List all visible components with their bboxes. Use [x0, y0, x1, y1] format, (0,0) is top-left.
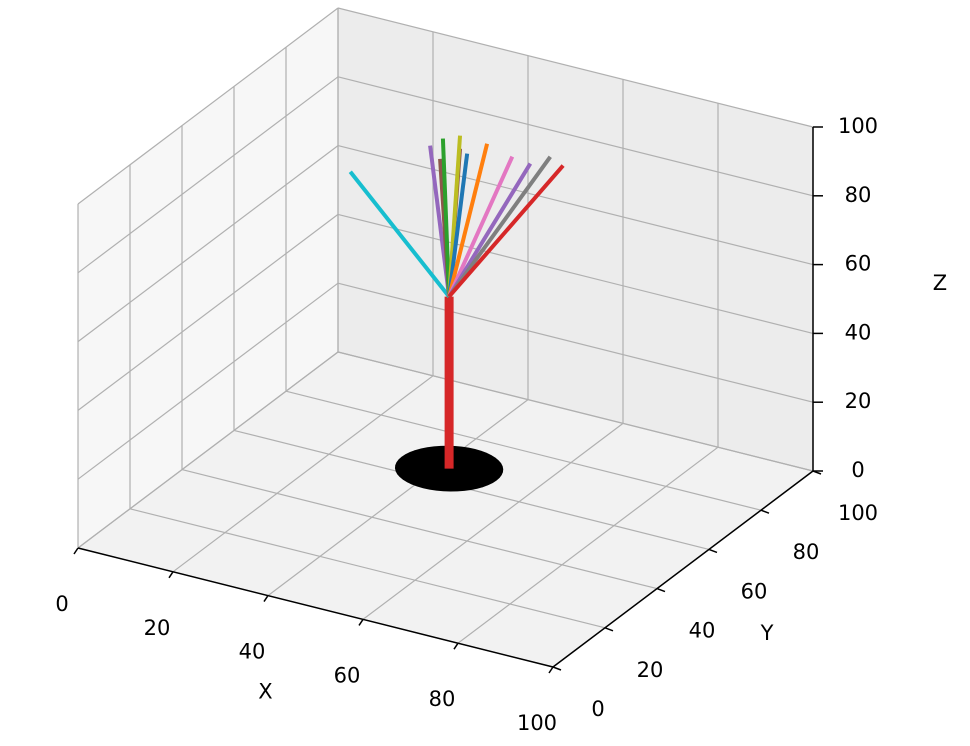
y-tick-label: 0 [591, 697, 604, 721]
z-tick-label: 0 [851, 458, 864, 482]
tick-mark [604, 627, 614, 632]
x-tick-label: 60 [334, 663, 361, 687]
grid-line [129, 508, 606, 629]
y-tick-label: 40 [689, 619, 716, 643]
y-tick-label: 20 [637, 658, 664, 682]
tick-mark [358, 618, 364, 626]
y-tick-label: 60 [741, 579, 768, 603]
z-tick-label: 100 [838, 114, 878, 138]
y-tick-label: 80 [793, 540, 820, 564]
grid-line [337, 145, 814, 266]
tick-mark [708, 548, 718, 554]
x-axis [77, 547, 554, 668]
branch-line [348, 170, 451, 298]
tick-mark [263, 595, 269, 603]
grid-line [77, 351, 339, 549]
grid-line [77, 213, 339, 411]
branch-line [447, 143, 490, 298]
y-axis-label: Y [760, 621, 774, 645]
grid-line [233, 429, 710, 550]
grid-line [337, 282, 814, 403]
branch-line [440, 138, 452, 297]
grid-line [337, 7, 814, 128]
branch-line [447, 153, 470, 297]
grid-line [337, 351, 814, 472]
z-tick-label: 80 [845, 183, 872, 207]
z-tick-label: 20 [845, 389, 872, 413]
y-axis [552, 470, 814, 668]
grid-line [267, 399, 529, 597]
grid-line [172, 375, 434, 573]
x-tick-label: 80 [429, 687, 456, 711]
y-tick-label: 100 [838, 501, 878, 525]
grid-line [285, 390, 762, 511]
z-axis-label: Z [933, 271, 947, 295]
branch-line [447, 155, 552, 298]
grid-line [77, 282, 339, 480]
z-tick-label: 40 [845, 320, 872, 344]
tick-mark [548, 666, 554, 674]
grid-line [337, 213, 814, 334]
branch-line [447, 155, 515, 298]
x-axis-label: X [258, 680, 272, 704]
grid-line [77, 7, 339, 205]
tick-mark [453, 642, 459, 650]
z-tick-label: 60 [845, 252, 872, 276]
x-tick-label: 100 [517, 711, 557, 735]
grid-line [337, 76, 814, 197]
tick-mark [760, 509, 770, 514]
left-pane [78, 8, 338, 548]
tick-mark [168, 571, 174, 579]
grid-line [457, 446, 719, 644]
x-tick-label: 40 [239, 640, 266, 664]
x-tick-label: 0 [55, 592, 68, 616]
grid-line [181, 469, 658, 590]
branch-line [447, 162, 533, 298]
floor-pane [78, 352, 813, 667]
grid-line [77, 76, 339, 274]
grid-line [77, 145, 339, 343]
x-tick-label: 20 [144, 616, 171, 640]
grid-line [362, 422, 624, 620]
tick-mark [656, 587, 666, 593]
tick-mark [552, 666, 562, 671]
branch-line [447, 164, 565, 298]
tick-mark [73, 547, 79, 555]
back-pane [338, 8, 813, 471]
